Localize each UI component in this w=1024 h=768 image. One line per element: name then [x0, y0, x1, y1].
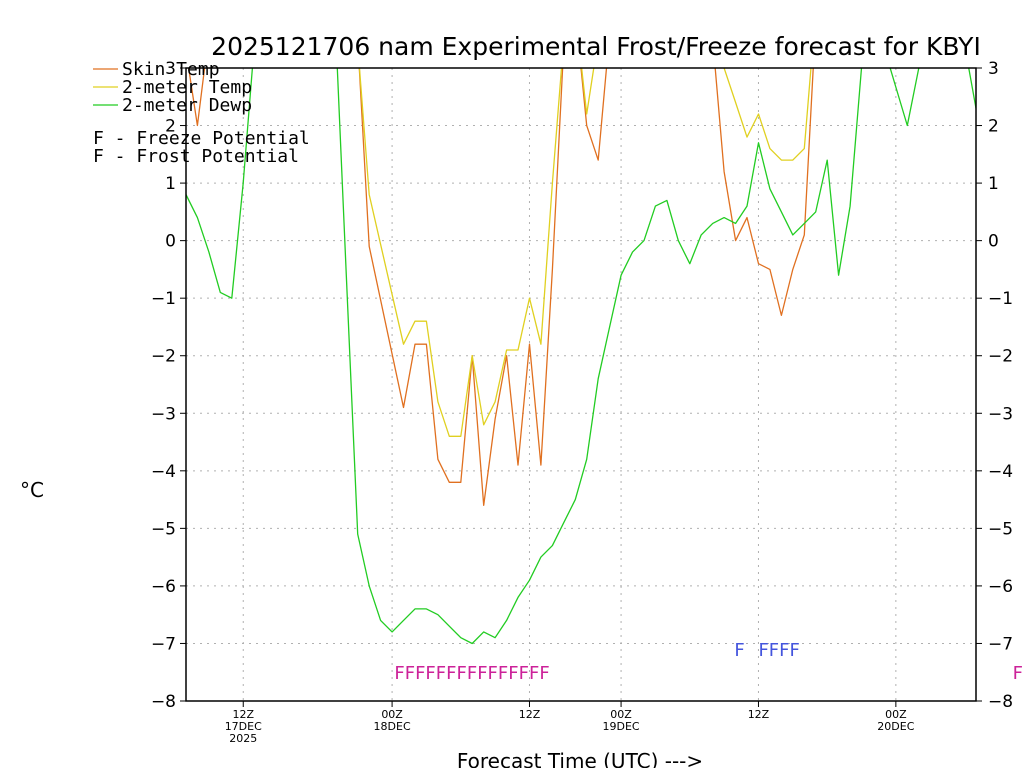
- x-tick-label: 00Z: [381, 708, 403, 721]
- y-tick-label-right: 0: [988, 232, 999, 252]
- y-tick-label-left: 3: [165, 59, 176, 79]
- y-tick-label-right: 2: [988, 117, 999, 137]
- legend: Skin Temp 2-meter Temp 2-meter Dewp F - …: [93, 59, 310, 167]
- y-tick-label-left: −8: [151, 692, 176, 712]
- plot-frame: [185, 67, 977, 702]
- y-tick-label-right: −2: [988, 347, 1013, 367]
- legend-frost-potential: F - Frost Potential: [93, 146, 299, 167]
- y-tick-label-left: 1: [165, 174, 176, 194]
- y-tick-label-right: −3: [988, 404, 1013, 424]
- y-tick-label-left: −3: [151, 404, 176, 424]
- x-tick-label: 00Z: [885, 708, 907, 721]
- gridlines: [186, 68, 976, 701]
- y-tick-label-left: 2: [165, 117, 176, 137]
- y-tick-label-left: −2: [151, 347, 176, 367]
- y-tick-label-right: −8: [988, 692, 1013, 712]
- series-line-skin-temp: [187, 68, 814, 506]
- legend-label-skin-temp: Skin Temp: [122, 59, 220, 80]
- y-tick-label-right: −7: [988, 634, 1013, 654]
- y-tick-label-right: −6: [988, 577, 1013, 597]
- y-tick-label-left: −7: [151, 634, 176, 654]
- x-axis-label: Forecast Time (UTC) --->: [457, 749, 703, 768]
- x-tick-label: 12Z: [748, 708, 770, 721]
- x-tick-label: 19DEC: [603, 720, 640, 733]
- x-tick-label: 12Z: [519, 708, 541, 721]
- x-tick-label: 12Z: [232, 708, 254, 721]
- y-tick-label-left: −5: [151, 519, 176, 539]
- x-tick-label: 17DEC: [225, 720, 262, 733]
- legend-label-2m-temp: 2-meter Temp: [122, 77, 252, 98]
- y-tick-label-right: 1: [988, 174, 999, 194]
- series-line-2-meter-temp: [186, 68, 812, 437]
- chart-title: 2025121706 nam Experimental Frost/Freeze…: [211, 32, 981, 61]
- y-tick-label-right: −5: [988, 519, 1013, 539]
- y-axis-ticks: 3 3 2 2 1 1 0 0 −1 −1 −2 −2 −3 −3 −4 −4 −5 −5 −6 −6 −7 −7 −8 −8: [151, 59, 1013, 712]
- series-layer: [186, 68, 976, 645]
- x-tick-label: 2025: [229, 732, 257, 745]
- frost-potential-flags: FFFF: [758, 640, 799, 661]
- x-tick-label: 20DEC: [877, 720, 914, 733]
- x-tick-label: 18DEC: [374, 720, 411, 733]
- y-tick-label-left: −4: [151, 462, 176, 482]
- y-tick-label-right: −1: [988, 289, 1013, 309]
- y-tick-label-right: −4: [988, 462, 1013, 482]
- y-axis-label: °C: [20, 478, 44, 502]
- freeze-potential-flags: FFFFFF: [1013, 663, 1024, 684]
- y-tick-label-left: −6: [151, 577, 176, 597]
- x-tick-label: 00Z: [610, 708, 632, 721]
- frost-potential-flags: F: [734, 640, 744, 661]
- freeze-potential-flags: FFFFFFFFFFFFFFF: [394, 663, 549, 684]
- y-tick-label-left: 0: [165, 232, 176, 252]
- y-tick-label-right: 3: [988, 59, 999, 79]
- legend-label-2m-dewp: 2-meter Dewp: [122, 95, 252, 116]
- y-tick-label-left: −1: [151, 289, 176, 309]
- potential-flags: FFFFFFFFFFFFFFFFFFFFFFFFFF: [394, 640, 1024, 684]
- series-line-2-meter-dewp: [186, 68, 976, 645]
- legend-freeze-potential: F - Freeze Potential: [93, 128, 310, 149]
